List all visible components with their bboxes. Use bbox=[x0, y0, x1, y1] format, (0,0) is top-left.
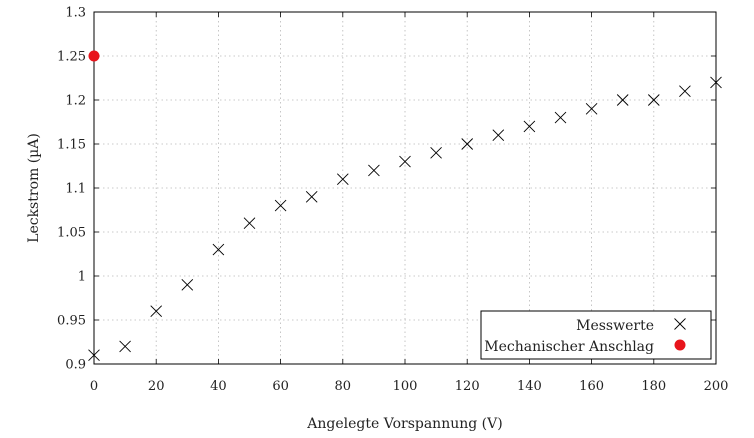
legend: Messwerte Mechanischer Anschlag bbox=[480, 310, 712, 360]
x-tick-label: 20 bbox=[148, 379, 165, 394]
x-tick-label: 40 bbox=[210, 379, 227, 394]
y-tick-label: 0.95 bbox=[57, 314, 86, 329]
data-point-cross bbox=[88, 349, 100, 362]
data-point-cross bbox=[368, 164, 380, 177]
data-point-cross bbox=[274, 199, 287, 212]
data-point-cross bbox=[554, 111, 567, 124]
y-tick-label: 1.05 bbox=[57, 226, 86, 241]
x-tick-label: 100 bbox=[393, 379, 418, 394]
legend-marker-circle bbox=[674, 339, 686, 351]
data-point-cross bbox=[679, 85, 691, 98]
data-point-cross bbox=[430, 146, 442, 159]
y-tick-label: 1.1 bbox=[65, 182, 86, 197]
data-point-circle bbox=[88, 50, 100, 62]
x-tick-label: 0 bbox=[90, 379, 98, 394]
y-tick-label: 1.15 bbox=[57, 138, 86, 153]
data-point-cross bbox=[212, 243, 225, 256]
y-tick-label: 1.2 bbox=[65, 94, 86, 109]
legend-box bbox=[480, 310, 712, 360]
data-point-cross bbox=[710, 76, 722, 89]
x-tick-label: 180 bbox=[641, 379, 666, 394]
data-point-cross bbox=[585, 102, 598, 115]
legend-marker-cross bbox=[674, 318, 686, 330]
data-point-cross bbox=[119, 340, 131, 353]
data-point-cross bbox=[150, 305, 163, 318]
y-axis-label: Leckstrom (µA) bbox=[26, 133, 42, 243]
data-point-cross bbox=[616, 94, 629, 106]
y-tick-label: 1.25 bbox=[57, 50, 86, 65]
x-axis-label: Angelegte Vorspannung (V) bbox=[306, 416, 502, 432]
data-point-cross bbox=[647, 94, 660, 106]
data-marks bbox=[88, 50, 722, 362]
x-tick-label: 120 bbox=[455, 379, 480, 394]
data-point-cross bbox=[336, 173, 349, 186]
data-point-cross bbox=[305, 190, 318, 203]
y-tick-label: 0.9 bbox=[65, 358, 86, 373]
y-tick-label: 1 bbox=[78, 270, 86, 285]
legend-label-messwerte: Messwerte bbox=[576, 318, 654, 334]
data-point-cross bbox=[492, 129, 505, 142]
data-point-cross bbox=[523, 120, 536, 133]
data-point-cross bbox=[461, 138, 474, 150]
data-point-cross bbox=[181, 278, 194, 291]
x-tick-label: 200 bbox=[704, 379, 729, 394]
legend-cross bbox=[674, 318, 686, 330]
x-tick-label: 60 bbox=[272, 379, 289, 394]
legend-label-mechanischer-anschlag: Mechanischer Anschlag bbox=[484, 339, 654, 355]
data-point-cross bbox=[399, 155, 411, 168]
x-tick-label: 140 bbox=[517, 379, 542, 394]
x-tick-label: 80 bbox=[335, 379, 352, 394]
data-point-cross bbox=[243, 217, 256, 230]
x-tick-label: 160 bbox=[579, 379, 604, 394]
y-tick-label: 1.3 bbox=[65, 6, 86, 21]
axis-ticks: 0 20 40 60 80 100 120 140 160 180 200 0.9 0.95 1 1.05 1… bbox=[57, 6, 728, 395]
